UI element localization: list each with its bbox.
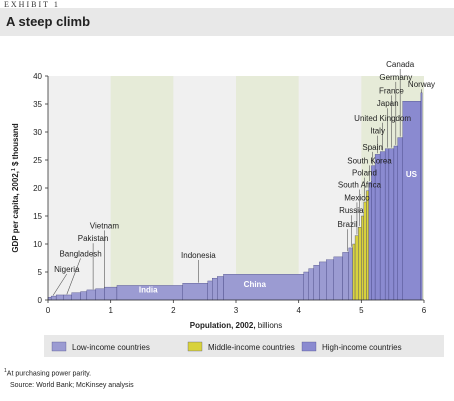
country-label: Canada — [386, 60, 415, 69]
y-tick-label: 40 — [33, 72, 42, 81]
country-label: South Korea — [347, 156, 392, 165]
country-label: Poland — [352, 169, 377, 178]
country-label: Brazil — [338, 220, 358, 229]
bar-high — [384, 148, 390, 301]
y-tick-label: 15 — [33, 212, 42, 221]
country-label: Mexico — [344, 193, 370, 202]
legend-label-middle: Middle-income countries — [208, 343, 295, 352]
country-label: Indonesia — [181, 251, 216, 260]
country-label: Bangladesh — [59, 249, 101, 258]
y-tick-label: 10 — [33, 240, 42, 249]
bar-middle — [363, 201, 367, 301]
country-label: Norway — [408, 80, 435, 89]
country-label: Pakistan — [78, 234, 109, 243]
y-tick-label: 30 — [33, 128, 42, 137]
bar-low — [71, 292, 81, 301]
country-label: Germany — [379, 73, 412, 82]
bar-low — [50, 295, 57, 301]
bar-low — [63, 294, 72, 301]
bar-low — [342, 252, 349, 301]
x-tick-label: 0 — [46, 306, 51, 315]
country-label: Italy — [370, 127, 385, 136]
footnote: 1At purchasing power parity. — [4, 368, 91, 377]
bar-middle — [352, 243, 356, 301]
legend-swatch-low — [51, 341, 67, 352]
bar-high — [388, 148, 395, 301]
plot-band — [236, 76, 299, 300]
bar-low — [217, 276, 224, 301]
x-tick-label: 6 — [422, 306, 427, 315]
country-label: India — [139, 286, 158, 295]
bar-low — [104, 286, 118, 301]
country-label: France — [379, 86, 404, 95]
bar-low — [326, 259, 334, 301]
leader-line — [66, 258, 81, 295]
bar-high — [393, 145, 398, 301]
leader-line — [52, 273, 68, 296]
bar-low — [308, 268, 314, 301]
country-label: US — [406, 170, 418, 179]
legend-label-high: High-income countries — [322, 343, 402, 352]
country-label: Vietnam — [90, 221, 120, 230]
country-label: Nigeria — [54, 265, 80, 274]
country-label: China — [244, 280, 267, 289]
bar-low — [55, 294, 64, 301]
y-tick-label: 20 — [33, 184, 42, 193]
title-bar: A steep climb — [0, 8, 454, 36]
y-tick-label: 5 — [38, 268, 43, 277]
legend-label-low: Low-income countries — [72, 343, 150, 352]
y-tick-label: 25 — [33, 156, 42, 165]
x-tick-label: 3 — [234, 306, 239, 315]
bar-high — [379, 151, 386, 301]
bar-low — [47, 297, 52, 301]
country-label: United Kingdom — [354, 114, 411, 123]
bar-low — [313, 265, 320, 301]
bar-low — [86, 289, 96, 301]
chart-svg: India China US Nigeria Bangladesh Pakistan Vi… — [11, 60, 444, 357]
footnote-text: At purchasing power parity. — [6, 370, 92, 378]
y-tick-label: 0 — [38, 296, 43, 305]
bar-high — [420, 92, 423, 301]
y-tick-label: 35 — [33, 100, 42, 109]
legend-box — [44, 335, 444, 357]
chart-title: A steep climb — [6, 14, 91, 29]
bar-low — [319, 261, 327, 301]
x-tick-label: 2 — [171, 306, 176, 315]
bar-low — [95, 288, 105, 301]
bar-low — [207, 280, 213, 301]
bar-middle — [358, 227, 362, 301]
country-label: Japan — [377, 99, 399, 108]
bar-middle — [354, 235, 359, 301]
country-label: Spain — [362, 143, 382, 152]
bar-high — [397, 137, 403, 301]
x-tick-label: 5 — [359, 306, 364, 315]
x-tick-label: 4 — [296, 306, 301, 315]
exhibit-label: EXHIBIT 1 — [4, 0, 60, 9]
x-tick-label: 1 — [108, 306, 113, 315]
legend-swatch-middle — [187, 341, 203, 352]
bar-middle — [361, 215, 365, 301]
bar-low — [303, 271, 309, 301]
x-axis-title: Population, 2002, billions — [190, 321, 282, 330]
bar-high — [402, 101, 422, 301]
legend-swatch-high — [301, 341, 317, 352]
bar-low — [80, 291, 88, 301]
footnote-marker: 1 — [4, 368, 7, 374]
country-label: Russia — [339, 206, 364, 215]
bar-low — [348, 247, 353, 301]
country-label: South Africa — [338, 180, 382, 189]
bar-low — [182, 283, 208, 301]
y-axis-title: GDP per capita, 2002,1 $ thousand — [11, 123, 20, 252]
plot-band — [110, 76, 174, 300]
source-note: Source: World Bank; McKinsey analysis — [10, 382, 134, 389]
bar-low — [212, 277, 218, 301]
bar-middle — [366, 190, 370, 301]
bar-low — [333, 256, 343, 301]
